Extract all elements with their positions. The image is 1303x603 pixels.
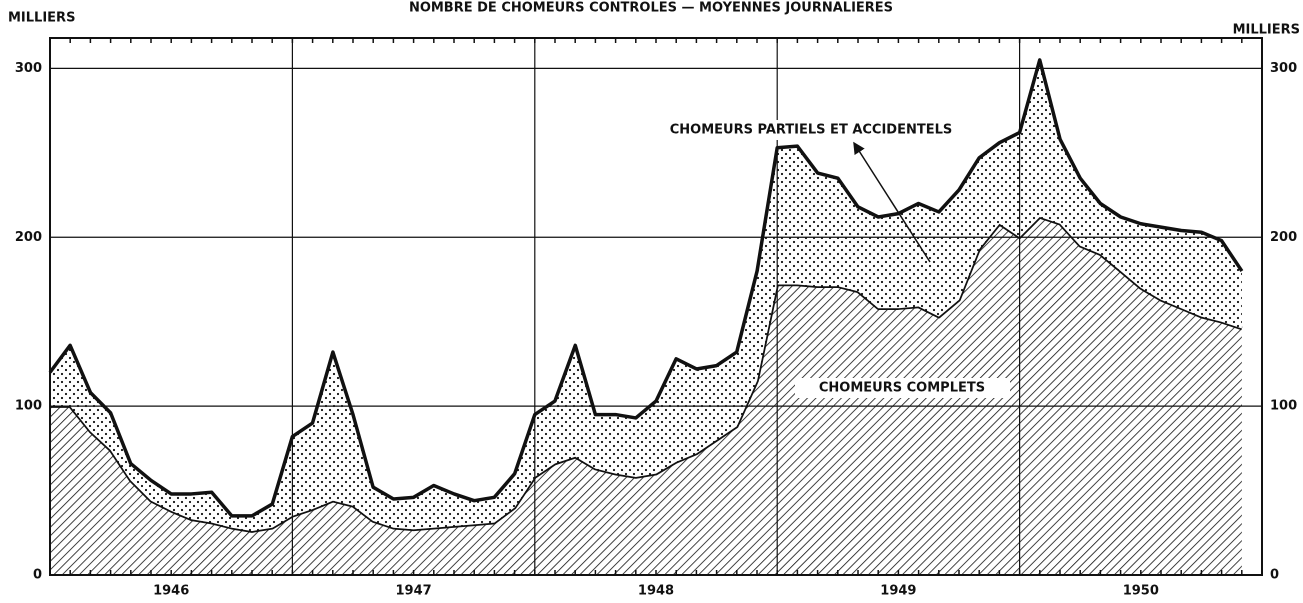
label-bg [795, 378, 1010, 398]
area-edge [48, 58, 1244, 518]
y2-tick-label: 100 [1270, 399, 1297, 414]
area [50, 217, 1242, 575]
series-label: CHOMEURS COMPLETS [819, 381, 985, 396]
x-tick-label: 1947 [396, 584, 432, 599]
area [50, 59, 1242, 532]
y2-axis-label: MILLIERS [1233, 23, 1300, 38]
y-tick-label: 300 [15, 61, 42, 76]
x-tick-label: 1950 [1123, 584, 1159, 599]
x-tick-label: 1948 [638, 584, 674, 599]
chart-title: NOMBRE DE CHOMEURS CONTROLES — MOYENNES … [409, 1, 893, 16]
y-tick-label: 100 [15, 399, 42, 414]
y-tick-label: 0 [33, 568, 42, 583]
label-bg [625, 120, 997, 140]
y-tick-label: 200 [15, 230, 42, 245]
annotation-arrow [853, 141, 931, 263]
y2-tick-label: 300 [1270, 61, 1297, 76]
y-axis-label: MILLIERS [8, 11, 75, 26]
x-tick-label: 1946 [153, 584, 189, 599]
y2-tick-label: 0 [1270, 568, 1279, 583]
y2-tick-label: 200 [1270, 230, 1297, 245]
x-tick-label: 1949 [880, 584, 916, 599]
series-label: CHOMEURS PARTIELS ET ACCIDENTELS [670, 123, 953, 138]
